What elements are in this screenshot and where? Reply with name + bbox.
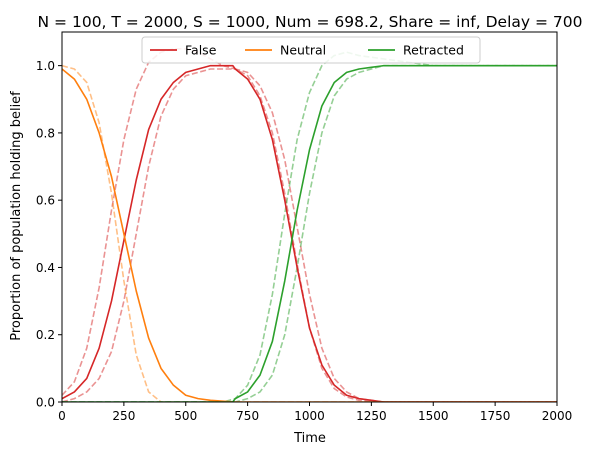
y-tick-label: 0.6	[36, 194, 55, 208]
series-line-reference-dashed-5	[62, 64, 557, 402]
legend: False Neutral Retracted	[141, 36, 481, 64]
legend-label-neutral: Neutral	[280, 43, 326, 58]
x-tick-label: 0	[58, 409, 66, 423]
x-tick-label: 250	[112, 409, 135, 423]
y-tick-label: 0.4	[36, 261, 55, 275]
y-axis-label: Proportion of population holding belief	[9, 91, 24, 341]
legend-label-false: False	[185, 43, 217, 58]
x-tick-label: 1500	[418, 409, 449, 423]
series-line-reference-dashed-3	[62, 48, 557, 402]
series-line-retracted	[62, 64, 557, 402]
y-tick-label: 0.2	[36, 328, 55, 342]
series-line-neutral	[62, 68, 557, 402]
series-line-false	[62, 64, 557, 402]
y-tick-label: 0.8	[36, 126, 55, 140]
x-axis-label: Time	[293, 431, 326, 446]
x-tick-label: 1000	[294, 409, 325, 423]
legend-label-retracted: Retracted	[403, 43, 464, 58]
legend-box	[141, 36, 481, 64]
ticks-layer: 0 250 500 750 1000 1250 1500 1750 2000 0.0 0.2 0.4 0…	[36, 59, 572, 423]
x-tick-label: 1250	[356, 409, 387, 423]
x-tick-label: 750	[236, 409, 259, 423]
chart-title: N = 100, T = 2000, S = 1000, Num = 698.2…	[38, 13, 583, 31]
y-tick-label: 1.0	[36, 59, 55, 73]
y-tick-label: 0.0	[36, 396, 55, 410]
x-tick-label: 1750	[480, 409, 511, 423]
x-tick-label: 2000	[542, 409, 573, 423]
x-tick-label: 500	[174, 409, 197, 423]
series-line-reference-dashed-4	[62, 68, 557, 402]
